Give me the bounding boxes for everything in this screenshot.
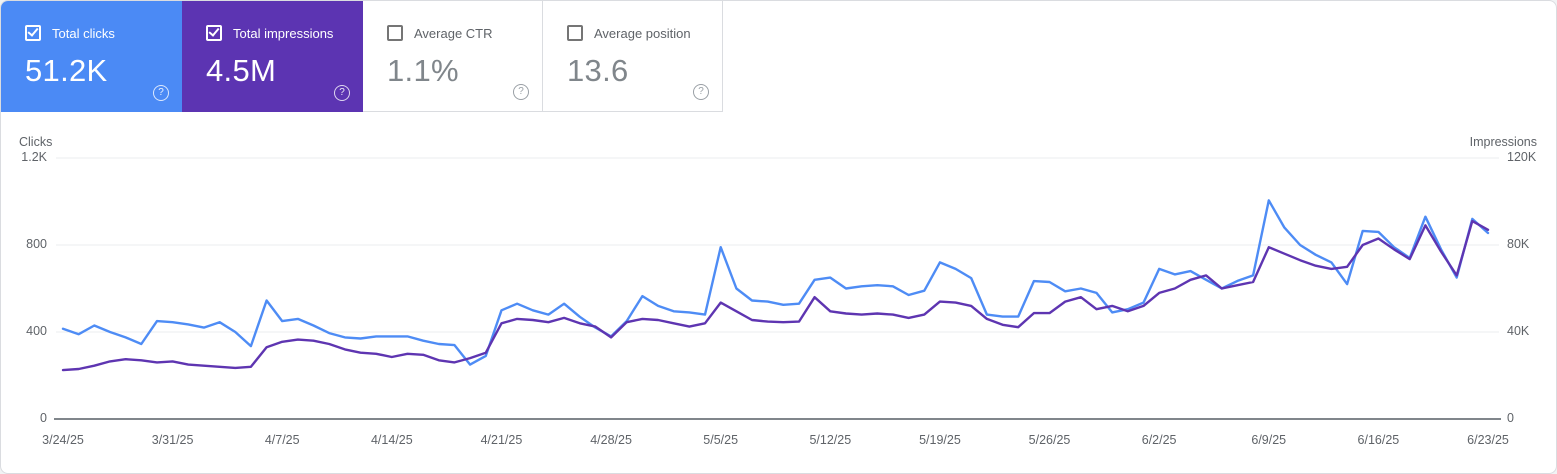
x-axis-tick: 4/7/25 <box>264 433 300 447</box>
card-header: Total impressions <box>206 25 363 41</box>
average-ctr-checkbox[interactable] <box>387 25 403 41</box>
x-axis-tick: 6/16/25 <box>1357 433 1400 447</box>
x-axis-tick: 3/31/25 <box>151 433 194 447</box>
total-clicks-checkbox[interactable] <box>25 25 41 41</box>
right-axis-ticks: 0 40K 80K 120K <box>1507 1 1556 473</box>
right-axis-tick: 40K <box>1507 324 1530 338</box>
left-axis-tick: 0 <box>40 411 47 425</box>
card-header: Average position <box>567 25 722 41</box>
x-axis-tick: 5/5/25 <box>703 433 739 447</box>
x-axis-tick: 6/9/25 <box>1251 433 1287 447</box>
left-axis-tick: 400 <box>26 324 47 338</box>
metric-card-total-impressions[interactable]: Total impressions 4.5M ? <box>182 1 363 112</box>
help-icon[interactable]: ? <box>153 85 169 101</box>
x-axis-tick: 6/2/25 <box>1141 433 1177 447</box>
impressions-line <box>61 219 1490 372</box>
metric-card-average-ctr[interactable]: Average CTR 1.1% ? <box>363 1 543 112</box>
card-header: Average CTR <box>387 25 542 41</box>
clicks-line <box>61 199 1490 366</box>
average-position-checkbox[interactable] <box>567 25 583 41</box>
right-axis-tick: 80K <box>1507 237 1530 251</box>
metric-card-average-position[interactable]: Average position 13.6 ? <box>543 1 723 112</box>
x-axis-tick: 5/12/25 <box>809 433 852 447</box>
x-axis-tick: 4/28/25 <box>590 433 632 447</box>
right-axis-title: Impressions <box>1469 135 1537 149</box>
left-axis-ticks: 0 400 800 1.2K <box>1 1 47 473</box>
metric-cards: Total clicks 51.2K ? Total impressions 4… <box>1 1 723 112</box>
card-header: Total clicks <box>25 25 182 41</box>
average-position-value: 13.6 <box>567 53 629 88</box>
left-axis-tick: 1.2K <box>21 150 47 164</box>
x-axis-tick: 3/24/25 <box>42 433 84 447</box>
total-clicks-value: 51.2K <box>25 53 108 88</box>
card-label: Average position <box>594 25 691 41</box>
total-impressions-value: 4.5M <box>206 53 277 88</box>
x-axis-tick: 4/21/25 <box>480 433 523 447</box>
x-axis-tick: 5/26/25 <box>1028 433 1071 447</box>
card-label: Total clicks <box>52 25 115 41</box>
x-axis-tick: 4/14/25 <box>370 433 413 447</box>
card-label: Total impressions <box>233 25 334 41</box>
right-axis-tick: 0 <box>1507 411 1514 425</box>
help-icon[interactable]: ? <box>693 84 709 100</box>
card-label: Average CTR <box>414 25 493 41</box>
help-icon[interactable]: ? <box>334 85 350 101</box>
x-axis-tick: 6/23/25 <box>1467 433 1509 447</box>
average-ctr-value: 1.1% <box>387 53 459 88</box>
left-axis-tick: 800 <box>26 237 47 251</box>
left-axis-title: Clicks <box>19 135 53 149</box>
help-icon[interactable]: ? <box>513 84 529 100</box>
total-impressions-checkbox[interactable] <box>206 25 222 41</box>
x-axis-tick: 5/19/25 <box>919 433 961 447</box>
metric-card-total-clicks[interactable]: Total clicks 51.2K ? <box>1 1 182 112</box>
right-axis-tick: 120K <box>1507 150 1537 164</box>
